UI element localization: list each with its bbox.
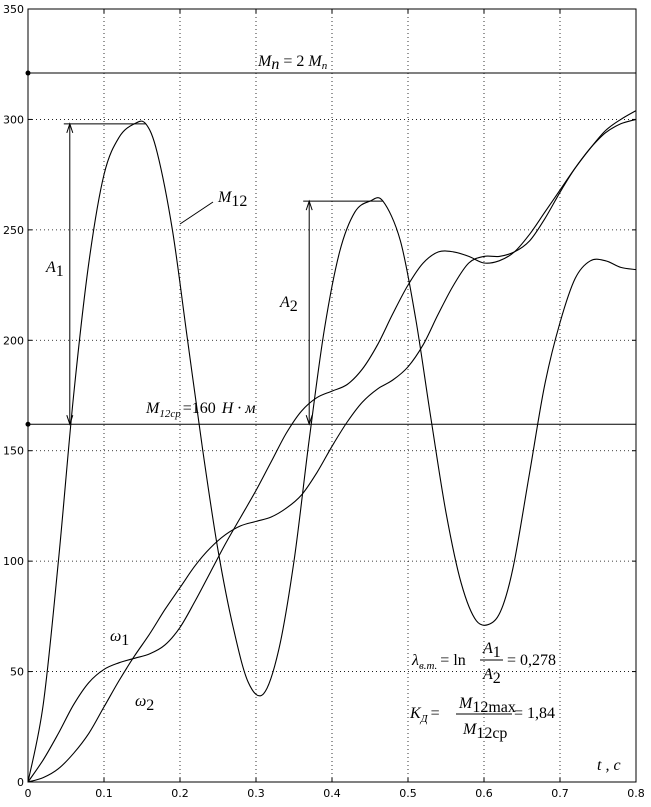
y-tick-label: 50 [10, 666, 24, 679]
omega2-label: ω2 [135, 693, 154, 714]
grid [27, 8, 637, 783]
m12-pointer [179, 201, 214, 225]
y-tick-label: 250 [3, 224, 24, 237]
a1-label: A1 [45, 259, 64, 280]
y-tick-label: 350 [3, 3, 24, 16]
x-tick-label: 0 [25, 787, 32, 800]
plot-frame [27, 8, 637, 783]
omega1-label: ω1 [110, 628, 129, 649]
x-tick-label: 0.2 [171, 787, 189, 800]
y-tick-label: 150 [3, 445, 24, 458]
series-line-M12 [27, 120, 637, 783]
x-tick-label: 0.6 [475, 787, 493, 800]
amplitude-arrows [63, 122, 383, 426]
y-tick-label: 300 [3, 113, 24, 126]
x-tick-label: 0.5 [399, 787, 417, 800]
mid-line-label: M12ср =160 H · м [145, 400, 256, 420]
arrow-head-bottom [305, 415, 313, 426]
x-tick-label: 0.4 [323, 787, 341, 800]
svg-text:λв.т.= ln: λв.т. = ln [411, 652, 466, 672]
top-line-label: Mп = 2 Mп [257, 53, 328, 73]
series-line-ω1 [27, 118, 637, 783]
x-tick-label: 0.8 [627, 787, 645, 800]
svg-text:M12ср: M12ср [462, 721, 507, 742]
curves [27, 110, 637, 783]
a2-label: A2 [279, 294, 298, 315]
series-line-ω2 [27, 110, 637, 783]
m12-label: M12 [217, 189, 247, 210]
x-tick-label: 0.1 [95, 787, 113, 800]
y-tick-label: 200 [3, 334, 24, 347]
x-axis-label: t , c [597, 757, 621, 774]
svg-text:= 1,84: = 1,84 [514, 705, 555, 722]
tick-labels: 0 0.1 0.2 0.3 0.4 0.5 0.6 0.7 0.8 0 50 100 150 200 250… [3, 3, 645, 800]
arrow-head-bottom [66, 415, 74, 426]
k-formula: KД = M12max M12ср = 1,84 [409, 695, 555, 742]
reference-lines [25, 70, 636, 427]
x-tick-label: 0.3 [247, 787, 265, 800]
svg-text:= 0,278: = 0,278 [507, 652, 556, 669]
svg-text:M12max: M12max [458, 695, 516, 716]
svg-text:A1: A1 [482, 640, 501, 661]
y-tick-label: 100 [3, 555, 24, 568]
y-tick-label: 0 [17, 776, 24, 789]
x-tick-label: 0.7 [551, 787, 569, 800]
svg-text:A2: A2 [482, 666, 501, 687]
svg-text:KД=: KД = [409, 705, 440, 725]
lambda-formula: λв.т. = ln A1 A2 = 0,278 [411, 640, 556, 687]
